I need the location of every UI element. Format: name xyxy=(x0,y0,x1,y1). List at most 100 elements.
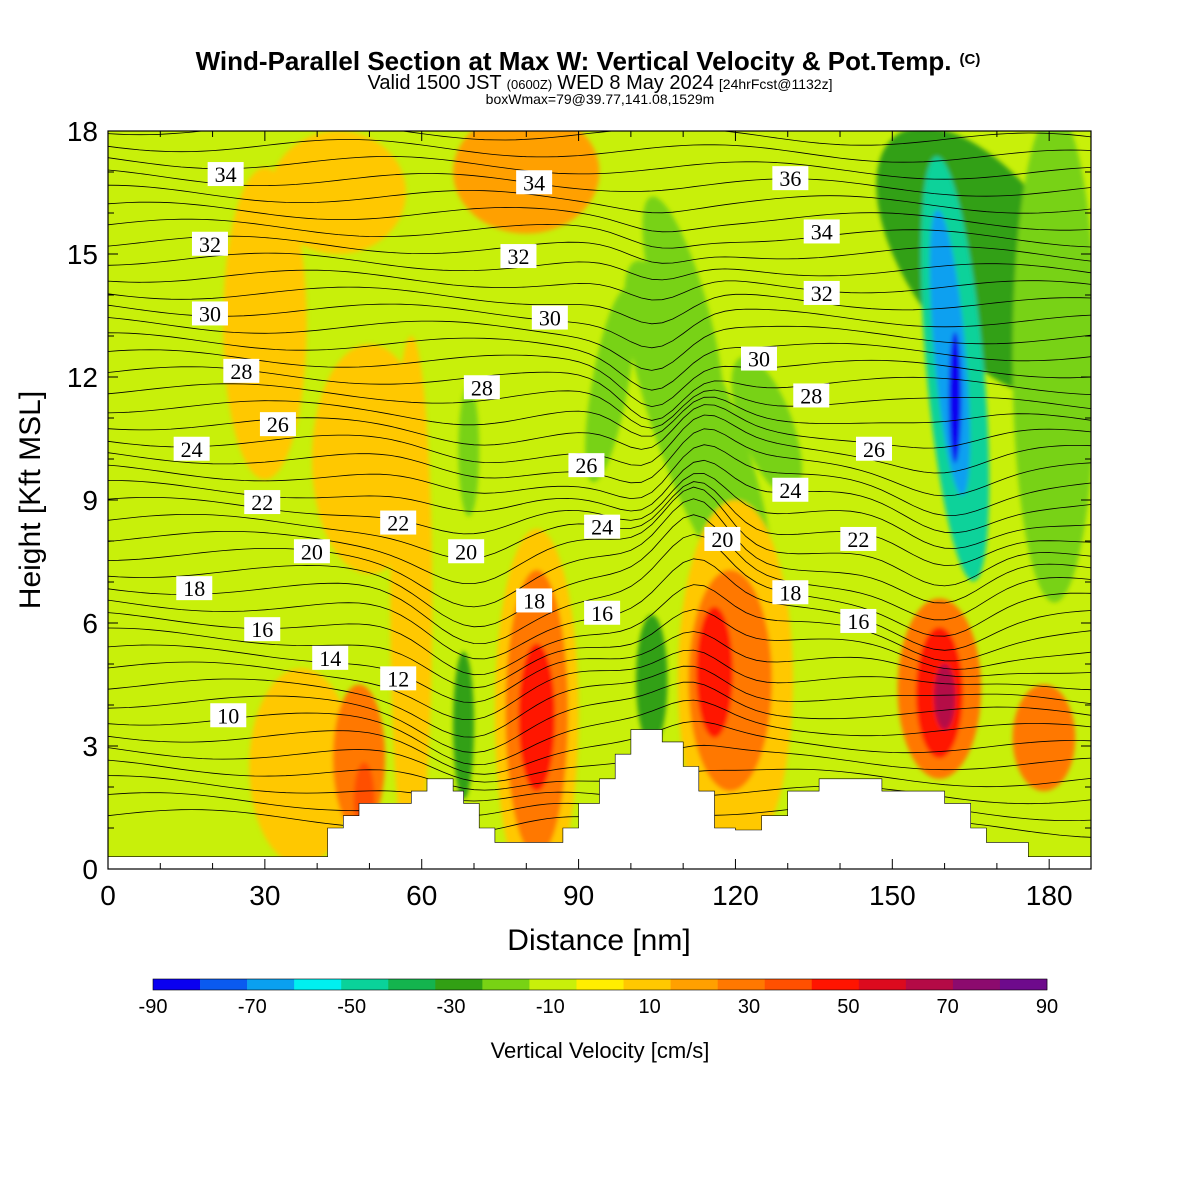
isentrope-line xyxy=(108,699,1091,766)
isentrope-line xyxy=(108,131,1091,146)
contour-label-box xyxy=(704,526,741,551)
contour-label-box xyxy=(207,162,244,187)
velocity-region xyxy=(585,288,635,483)
contour-label-box xyxy=(293,539,330,564)
contour-label-box xyxy=(244,490,281,515)
isentrope-line xyxy=(108,252,1091,281)
isentrope-line xyxy=(108,366,1091,421)
contour-label: 18 xyxy=(176,576,213,601)
isentrope-line xyxy=(108,744,1091,783)
contour-label-text: 18 xyxy=(779,580,801,605)
y-tick-label: 12 xyxy=(67,362,98,393)
x-tick-label: 60 xyxy=(406,880,437,911)
colorbar-frame xyxy=(152,978,1048,991)
y-tick-label: 3 xyxy=(82,731,98,762)
subtitle-date: WED 8 May 2024 xyxy=(557,72,714,94)
contour-label-text: 28 xyxy=(471,375,493,400)
contour-label-box xyxy=(463,375,500,400)
contour-label: 22 xyxy=(380,510,417,536)
contour-label-text: 20 xyxy=(711,527,733,552)
colorbar-tick-label: -70 xyxy=(238,996,267,1018)
isentrope-line xyxy=(108,486,1091,587)
contour-label: 16 xyxy=(584,600,621,626)
colorbar-swatch xyxy=(247,979,295,990)
isentrope-line xyxy=(108,235,1091,264)
terrain xyxy=(108,729,1091,869)
velocity-region xyxy=(696,606,733,738)
velocity-region xyxy=(636,614,668,747)
colorbar-swatch xyxy=(858,979,907,990)
isentrope-line xyxy=(108,533,1091,645)
contour-label-box xyxy=(793,383,830,408)
x-tick-label: 150 xyxy=(869,880,916,911)
x-tick-label: 120 xyxy=(712,880,759,911)
isentrope-line xyxy=(108,286,1091,325)
isentrope-line xyxy=(108,609,1091,689)
contour-label: 34 xyxy=(803,219,840,244)
colorbar-swatch xyxy=(153,979,201,990)
x-tick-label: 180 xyxy=(1026,880,1073,911)
x-axis-label: Distance [nm] xyxy=(507,924,690,957)
contour-label-text: 16 xyxy=(847,609,869,634)
contour-label-box xyxy=(500,244,537,269)
contour-label: 30 xyxy=(740,346,777,372)
isentrope-line xyxy=(108,383,1091,429)
isentrope-line xyxy=(108,681,1091,754)
colorbar-tick-label: 10 xyxy=(639,996,661,1018)
contour-label-box xyxy=(210,703,247,728)
contour-label-text: 32 xyxy=(507,244,529,269)
velocity-region xyxy=(731,356,803,497)
y-tick-label: 15 xyxy=(67,239,98,270)
contour-label: 12 xyxy=(380,666,417,691)
contour-label: 16 xyxy=(244,617,281,642)
contour-label-box xyxy=(380,666,417,691)
contour-label-text: 26 xyxy=(863,437,885,462)
isentrope-line xyxy=(108,332,1091,391)
velocity-region xyxy=(453,651,475,800)
contour-label-text: 10 xyxy=(217,703,239,728)
isentrope-line xyxy=(108,720,1091,775)
velocity-region xyxy=(249,668,354,865)
contour-label: 32 xyxy=(803,280,840,306)
contour-label: 28 xyxy=(223,358,260,384)
contour-label-box xyxy=(259,412,296,437)
contour-label-box xyxy=(740,346,777,371)
contour-label: 10 xyxy=(210,703,247,728)
contour-label-text: 34 xyxy=(523,170,545,195)
contour-label-text: 24 xyxy=(181,437,203,462)
isentrope-line xyxy=(108,201,1091,233)
colorbar-swatch xyxy=(200,979,248,990)
contour-label: 16 xyxy=(840,608,877,634)
velocity-region xyxy=(458,385,480,517)
contour-label: 34 xyxy=(207,162,244,187)
colorbar-swatch xyxy=(999,979,1048,990)
isentrope-line xyxy=(108,349,1091,408)
contour-label: 28 xyxy=(793,383,830,408)
isentrope-line xyxy=(108,317,1091,371)
colorbar-tick-label: 50 xyxy=(837,996,859,1018)
contour-label-text: 24 xyxy=(779,478,801,503)
contour-label-text: 28 xyxy=(800,383,822,408)
colorbar-swatch xyxy=(623,979,671,990)
colorbar-swatch xyxy=(811,979,860,990)
contour-label: 30 xyxy=(531,305,568,331)
colorbar-swatch xyxy=(341,979,389,990)
contour-label: 20 xyxy=(448,539,485,564)
isentrope-line xyxy=(108,631,1091,703)
contour-label-box xyxy=(191,301,228,326)
colorbar-tick-label: -30 xyxy=(437,996,466,1018)
colorbar-tick-label: 70 xyxy=(937,996,959,1018)
contour-label-text: 20 xyxy=(301,539,323,564)
x-tick-label: 90 xyxy=(563,880,594,911)
y-tick-label: 0 xyxy=(82,854,98,885)
y-tick-label: 6 xyxy=(82,608,98,639)
colorbar-tick-label: -10 xyxy=(536,996,565,1018)
y-axis-label: Height [Kft MSL] xyxy=(14,391,47,609)
contour-label: 26 xyxy=(856,436,893,462)
contour-label: 24 xyxy=(173,436,210,462)
contour-label-text: 22 xyxy=(251,490,273,515)
isentrope-line xyxy=(108,498,1091,608)
velocity-region xyxy=(518,643,556,792)
contour-label-text: 32 xyxy=(199,232,221,257)
